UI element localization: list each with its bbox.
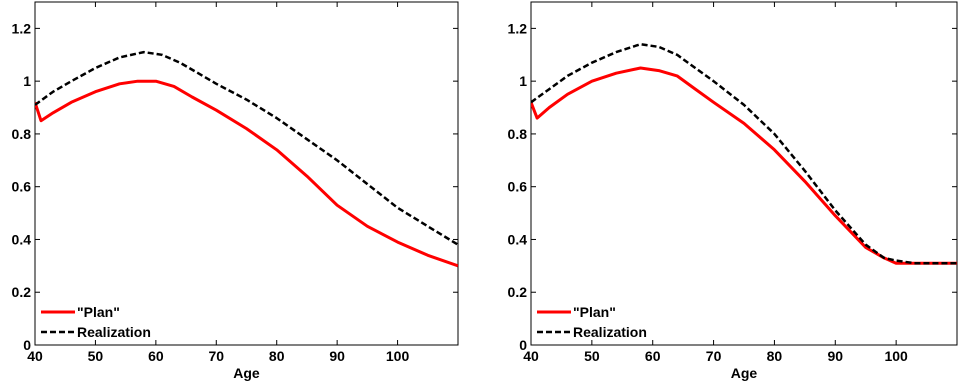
y-tick-label: 0.8 [508, 126, 528, 142]
series-line-plan [35, 79, 458, 268]
x-tick-label: 70 [208, 348, 224, 364]
y-tick-label: 1 [519, 73, 527, 89]
x-tick-label: 80 [269, 348, 285, 364]
x-tick-label: 70 [706, 348, 722, 364]
series-line-plan [531, 66, 957, 265]
chart-panel-2: 40 50 60 70 80 90 100 0 0.2 0.4 0.6 0.8 1 1.2 Age "Plan… [508, 1, 958, 381]
series-group [35, 50, 458, 268]
x-tick-label: 100 [884, 348, 908, 364]
y-tick-label: 1.2 [12, 20, 32, 36]
plot-frame [530, 1, 958, 346]
x-tick-label: 40 [27, 348, 43, 364]
series-line-realization [35, 50, 458, 246]
x-tick-label: 90 [329, 348, 345, 364]
x-tick-label: 90 [827, 348, 843, 364]
y-tick-label: 0.4 [12, 231, 32, 247]
y-tick-label: 0.8 [12, 126, 32, 142]
y-tick-label: 0.2 [12, 284, 32, 300]
y-tick-label: 1 [23, 73, 31, 89]
legend-label-plan: "Plan" [77, 304, 120, 320]
y-tick-label: 0.6 [12, 179, 32, 195]
series-line-realization [531, 42, 957, 265]
x-tick-label: 80 [767, 348, 783, 364]
x-tick-label: 50 [88, 348, 104, 364]
legend: "Plan" Realization [41, 304, 151, 340]
x-tick-label: 40 [523, 348, 539, 364]
y-tick-label: 0.4 [508, 231, 528, 247]
x-tick-label: 50 [584, 348, 600, 364]
y-tick-label: 0 [519, 337, 527, 353]
x-tick-label: 60 [645, 348, 661, 364]
y-tick-label: 0.6 [508, 179, 528, 195]
x-tick-label: 60 [148, 348, 164, 364]
plot-frame [34, 1, 459, 346]
legend-label-plan: "Plan" [573, 304, 616, 320]
y-tick-label: 1.2 [508, 20, 528, 36]
x-axis-label: Age [731, 365, 758, 381]
legend: "Plan" Realization [537, 304, 647, 340]
y-tick-label: 0.2 [508, 284, 528, 300]
legend-label-realization: Realization [573, 324, 647, 340]
x-tick-label: 100 [386, 348, 410, 364]
y-tick-label: 0 [23, 337, 31, 353]
series-group [531, 42, 957, 265]
x-axis-label: Age [233, 365, 260, 381]
legend-label-realization: Realization [77, 324, 151, 340]
chart-panel-1: 40 50 60 70 80 90 100 0 0.2 0.4 0.6 0.8 1 1.2 Age "Plan… [12, 1, 459, 381]
